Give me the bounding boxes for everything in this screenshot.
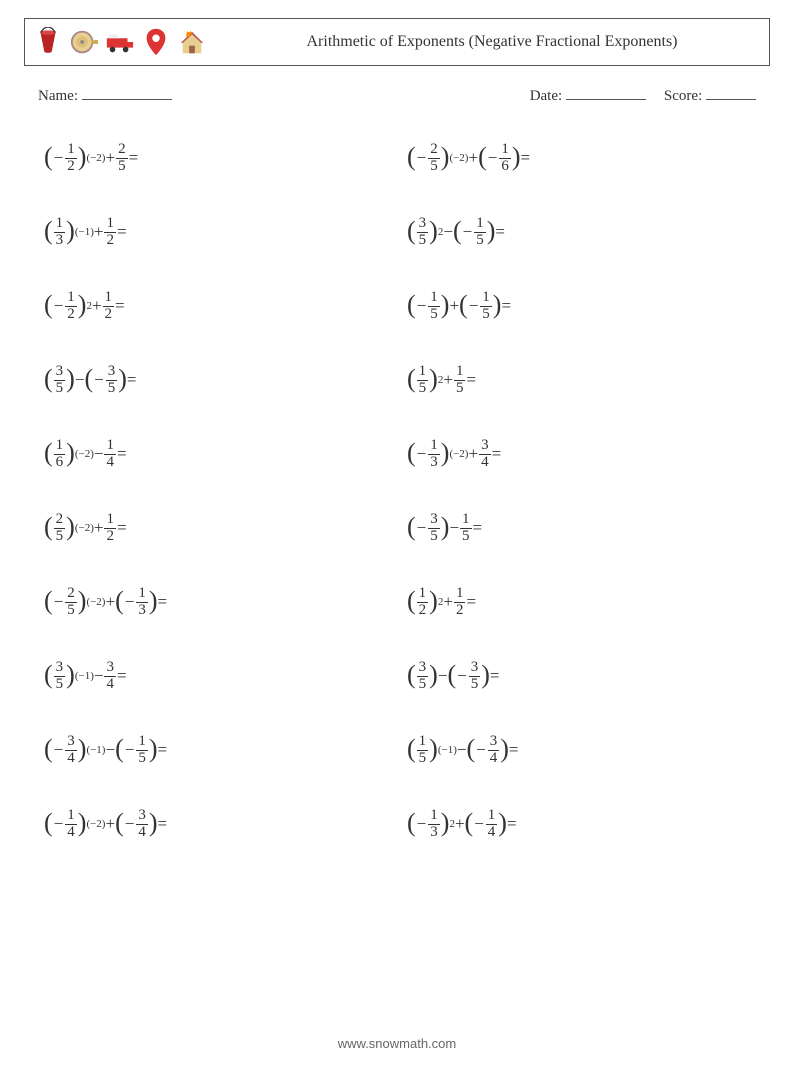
problem-item: (−14)(−2) + (−34) = [44,799,387,849]
fire-hose-icon [69,27,99,57]
footer-url: www.snowmath.com [0,1036,794,1051]
problem-item: (13)(−1) + 12 = [44,207,387,257]
header-bar: Arithmetic of Exponents (Negative Fracti… [24,18,770,66]
problem-item: (−35) − 15 = [407,503,750,553]
fire-truck-icon [105,27,135,57]
problem-item: (−12)(−2) + 25 = [44,133,387,183]
problem-item: (15)2 + 15 = [407,355,750,405]
score-label: Score: [664,88,702,104]
problem-item: (12)2 + 12 = [407,577,750,627]
problem-item: (35) − (−35) = [407,651,750,701]
problem-item: (−34)(−1) − (−15) = [44,725,387,775]
problem-item: (16)(−2) − 14 = [44,429,387,479]
score-blank[interactable] [706,84,756,100]
header-icons [25,27,215,57]
problem-item: (−25)(−2) + (−16) = [407,133,750,183]
problem-item: (−15) + (−15) = [407,281,750,331]
problems-grid: (−12)(−2) + 25 = (−25)(−2) + (−16) = (13)(… [44,133,750,849]
problem-item: (−12)2 + 12 = [44,281,387,331]
worksheet-title: Arithmetic of Exponents (Negative Fracti… [215,30,769,54]
problem-item: (−13)(−2) + 34 = [407,429,750,479]
problem-item: (15)(−1) − (−34) = [407,725,750,775]
fire-bucket-icon [33,27,63,57]
meta-row: Name: Date: Score: [38,84,756,105]
problem-item: (35)(−1) − 34 = [44,651,387,701]
name-blank[interactable] [82,84,172,100]
date-label: Date: [530,88,562,104]
location-pin-icon [141,27,171,57]
burning-house-icon [177,27,207,57]
problem-item: (−13)2 + (−14) = [407,799,750,849]
problem-item: (35) − (−35) = [44,355,387,405]
problem-item: (35)2 − (−15) = [407,207,750,257]
problem-item: (25)(−2) + 12 = [44,503,387,553]
name-label: Name: [38,88,78,104]
date-field: Date: [530,84,646,105]
name-field: Name: [38,84,530,105]
score-field: Score: [664,84,756,105]
date-blank[interactable] [566,84,646,100]
problem-item: (−25)(−2) + (−13) = [44,577,387,627]
worksheet-page: Arithmetic of Exponents (Negative Fracti… [0,18,794,1071]
